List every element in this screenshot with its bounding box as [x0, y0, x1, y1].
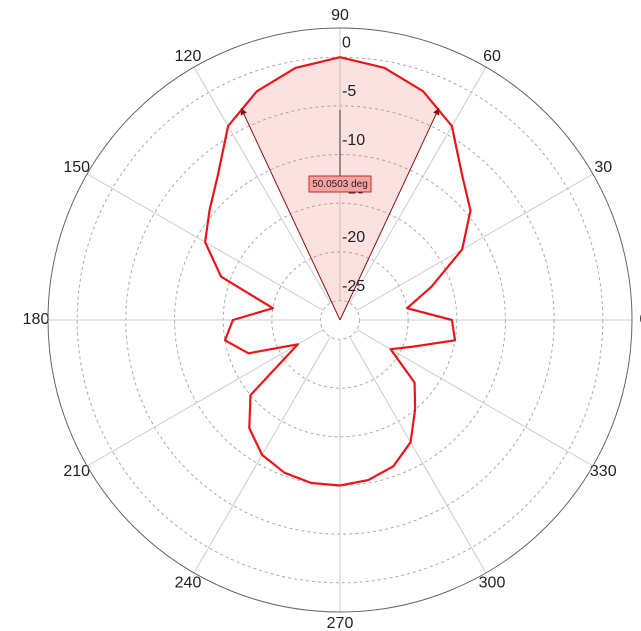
theta-tick-label: 60: [483, 48, 501, 65]
r-tick-label: -5: [342, 83, 356, 100]
theta-tick-label: 240: [175, 574, 202, 591]
theta-tick-label: 0: [640, 311, 641, 328]
beam-label-box: [308, 175, 372, 193]
theta-tick-label: 150: [63, 159, 90, 176]
theta-tick-label: 330: [590, 463, 617, 480]
theta-tick-label: 30: [594, 159, 612, 176]
spoke: [349, 336, 487, 574]
spoke: [193, 66, 331, 304]
outer-ring: [47, 27, 633, 613]
theta-tick-label: 120: [175, 48, 202, 65]
spoke: [349, 66, 487, 304]
beam-arrow: [339, 107, 440, 321]
spoke: [86, 329, 324, 467]
r-tick-label: -25: [342, 278, 365, 295]
theta-tick-label: 180: [23, 311, 50, 328]
beam-label: 50.0503 deg: [312, 179, 368, 190]
theta-tick-label: 270: [327, 615, 354, 631]
r-tick-label: 0: [342, 34, 351, 51]
theta-tick-label: 300: [479, 574, 506, 591]
r-tick-label: -10: [342, 132, 365, 149]
spoke: [356, 173, 594, 311]
spoke: [356, 329, 594, 467]
pattern-line: [204, 56, 472, 487]
theta-tick-label: 90: [331, 7, 349, 24]
beam-arrow: [240, 107, 341, 321]
theta-tick-label: 210: [63, 463, 90, 480]
r-tick-label: -20: [342, 229, 365, 246]
